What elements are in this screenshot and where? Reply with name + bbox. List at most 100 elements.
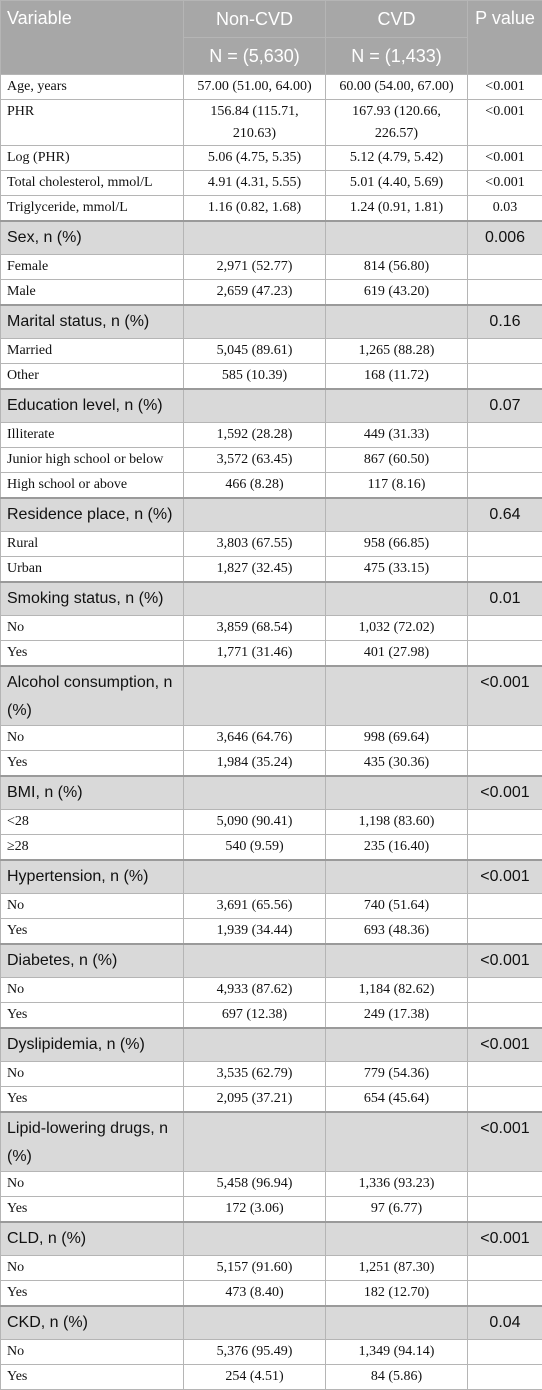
section-label: Marital status, n (%) bbox=[1, 305, 184, 339]
variable-cell: Female bbox=[1, 255, 184, 280]
variable-cell: Yes bbox=[1, 1087, 184, 1113]
header-cvd-n: N = (1,433) bbox=[326, 38, 468, 75]
p-value-cell: 0.07 bbox=[468, 389, 542, 423]
section-row: Diabetes, n (%) <0.001 bbox=[1, 944, 542, 978]
empty-cell bbox=[468, 473, 542, 499]
non-cvd-cell: 1,939 (34.44) bbox=[184, 919, 326, 945]
empty-cell bbox=[184, 860, 326, 894]
non-cvd-cell: 2,095 (37.21) bbox=[184, 1087, 326, 1113]
cvd-cell: 1,184 (82.62) bbox=[326, 978, 468, 1003]
empty-cell bbox=[326, 944, 468, 978]
non-cvd-cell: 5,157 (91.60) bbox=[184, 1256, 326, 1281]
data-row: Log (PHR)5.06 (4.75, 5.35)5.12 (4.79, 5.… bbox=[1, 146, 542, 171]
variable-cell: Yes bbox=[1, 641, 184, 667]
empty-cell bbox=[326, 860, 468, 894]
cvd-cell: 475 (33.15) bbox=[326, 557, 468, 583]
section-row: CLD, n (%)<0.001 bbox=[1, 1222, 542, 1256]
section-row: Hypertension, n (%)<0.001 bbox=[1, 860, 542, 894]
non-cvd-cell: 1,771 (31.46) bbox=[184, 641, 326, 667]
header-cvd: CVD bbox=[326, 1, 468, 38]
section-row: Education level, n (%) 0.07 bbox=[1, 389, 542, 423]
variable-cell: Yes bbox=[1, 1003, 184, 1029]
non-cvd-cell: 5,090 (90.41) bbox=[184, 810, 326, 835]
cvd-cell: 1,336 (93.23) bbox=[326, 1172, 468, 1197]
section-label: CKD, n (%) bbox=[1, 1306, 184, 1340]
non-cvd-cell: 1,592 (28.28) bbox=[184, 423, 326, 448]
cvd-cell: 117 (8.16) bbox=[326, 473, 468, 499]
header-non-cvd: Non-CVD bbox=[184, 1, 326, 38]
non-cvd-cell: 5,376 (95.49) bbox=[184, 1340, 326, 1365]
empty-cell bbox=[184, 944, 326, 978]
non-cvd-cell: 4,933 (87.62) bbox=[184, 978, 326, 1003]
non-cvd-cell: 172 (3.06) bbox=[184, 1197, 326, 1223]
p-value-cell: <0.001 bbox=[468, 171, 542, 196]
empty-cell bbox=[468, 1197, 542, 1223]
variable-cell: No bbox=[1, 978, 184, 1003]
cvd-cell: 5.12 (4.79, 5.42) bbox=[326, 146, 468, 171]
empty-cell bbox=[468, 1062, 542, 1087]
empty-cell bbox=[468, 1256, 542, 1281]
empty-cell bbox=[468, 255, 542, 280]
section-label: Residence place, n (%) bbox=[1, 498, 184, 532]
empty-cell bbox=[184, 666, 326, 726]
variable-cell: No bbox=[1, 1172, 184, 1197]
cvd-cell: 449 (31.33) bbox=[326, 423, 468, 448]
empty-cell bbox=[184, 221, 326, 255]
section-label: Lipid-lowering drugs, n (%) bbox=[1, 1112, 184, 1172]
non-cvd-cell: 5.06 (4.75, 5.35) bbox=[184, 146, 326, 171]
empty-cell bbox=[468, 978, 542, 1003]
empty-cell bbox=[468, 280, 542, 306]
section-label: CLD, n (%) bbox=[1, 1222, 184, 1256]
section-label: BMI, n (%) bbox=[1, 776, 184, 810]
non-cvd-cell: 466 (8.28) bbox=[184, 473, 326, 499]
empty-cell bbox=[468, 894, 542, 919]
empty-cell bbox=[184, 776, 326, 810]
non-cvd-cell: 57.00 (51.00, 64.00) bbox=[184, 75, 326, 100]
empty-cell bbox=[326, 498, 468, 532]
cvd-cell: 1,032 (72.02) bbox=[326, 616, 468, 641]
variable-cell: No bbox=[1, 726, 184, 751]
empty-cell bbox=[468, 339, 542, 364]
non-cvd-cell: 473 (8.40) bbox=[184, 1281, 326, 1307]
non-cvd-cell: 585 (10.39) bbox=[184, 364, 326, 390]
p-value-cell: 0.01 bbox=[468, 582, 542, 616]
cvd-cell: 401 (27.98) bbox=[326, 641, 468, 667]
empty-cell bbox=[184, 1222, 326, 1256]
non-cvd-cell: 3,646 (64.76) bbox=[184, 726, 326, 751]
section-label: Education level, n (%) bbox=[1, 389, 184, 423]
variable-cell: Urban bbox=[1, 557, 184, 583]
non-cvd-cell: 3,535 (62.79) bbox=[184, 1062, 326, 1087]
section-row: CKD, n (%)0.04 bbox=[1, 1306, 542, 1340]
variable-cell: Yes bbox=[1, 751, 184, 777]
empty-cell bbox=[468, 810, 542, 835]
section-row: Residence place, n (%)0.64 bbox=[1, 498, 542, 532]
p-value-cell: <0.001 bbox=[468, 1112, 542, 1172]
empty-cell bbox=[326, 221, 468, 255]
variable-cell: Log (PHR) bbox=[1, 146, 184, 171]
header-non-cvd-n: N = (5,630) bbox=[184, 38, 326, 75]
empty-cell bbox=[468, 1340, 542, 1365]
empty-cell bbox=[184, 1028, 326, 1062]
p-value-cell: <0.001 bbox=[468, 146, 542, 171]
variable-cell: Triglyceride, mmol/L bbox=[1, 196, 184, 222]
p-value-cell: <0.001 bbox=[468, 944, 542, 978]
empty-cell bbox=[468, 1281, 542, 1307]
section-label: Diabetes, n (%) bbox=[1, 944, 184, 978]
empty-cell bbox=[326, 666, 468, 726]
variable-cell: No bbox=[1, 1340, 184, 1365]
variable-cell: Age, years bbox=[1, 75, 184, 100]
variable-cell: Male bbox=[1, 280, 184, 306]
